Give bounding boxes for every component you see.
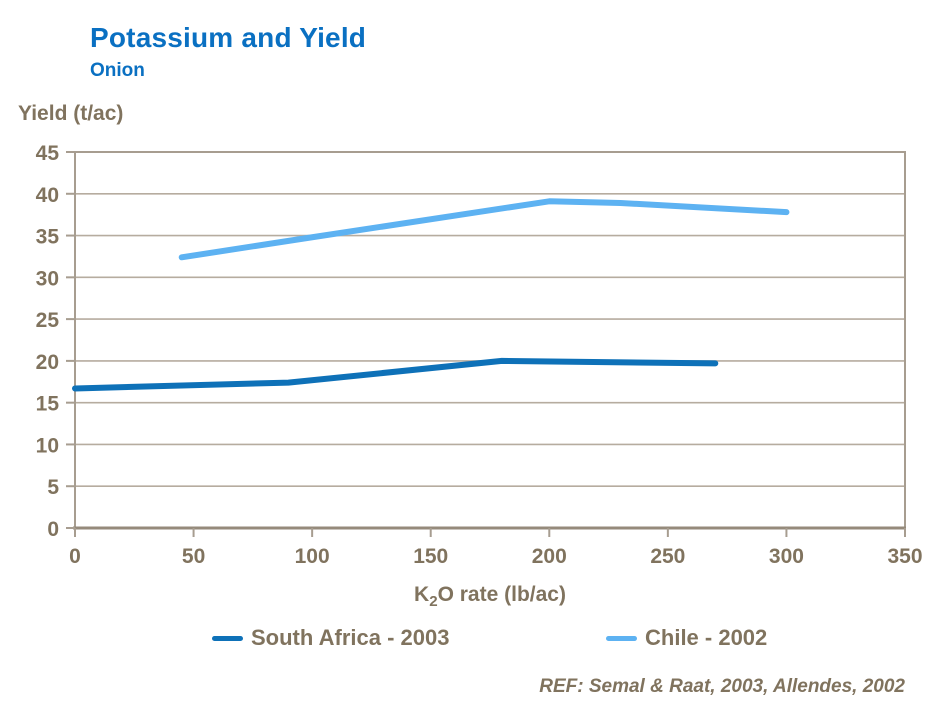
legend-swatch-chile [606, 635, 637, 641]
series-line-0 [72, 357, 719, 392]
x-tick-label: 50 [182, 545, 205, 568]
x-axis-title: K2O rate (lb/ac) [75, 583, 905, 610]
legend-item-south-africa: South Africa - 2003 [212, 625, 450, 650]
y-tick-label: 0 [47, 518, 59, 541]
y-tick-label: 20 [36, 351, 59, 374]
chart-title: Potassium and Yield [90, 22, 367, 53]
reference-note: REF: Semal & Raat, 2003, Allendes, 2002 [539, 676, 905, 697]
x-tick-label: 150 [413, 545, 448, 568]
legend-label-chile: Chile - 2002 [645, 625, 768, 650]
x-tick-label: 0 [69, 545, 81, 568]
x-tick-label: 350 [887, 545, 922, 568]
y-tick-label: 35 [36, 226, 60, 249]
legend-swatch-south-africa [212, 635, 243, 641]
x-tick-label: 300 [769, 545, 804, 568]
y-tick-label: 25 [36, 309, 60, 332]
x-axis-title-prefix: K [414, 583, 430, 606]
x-tick-label: 250 [650, 545, 685, 568]
legend-item-chile: Chile - 2002 [606, 625, 768, 650]
y-tick-label: 40 [36, 184, 59, 207]
chart-subtitle: Onion [90, 60, 145, 81]
y-tick-label: 5 [47, 476, 59, 499]
x-axis-title-subscript: 2 [429, 593, 438, 611]
y-axis-title: Yield (t/ac) [18, 102, 124, 125]
y-tick-label: 10 [36, 434, 59, 457]
x-tick-label: 100 [295, 545, 330, 568]
y-tick-label: 45 [36, 142, 60, 165]
y-tick-label: 30 [36, 267, 59, 290]
y-tick-label: 15 [36, 393, 60, 416]
series-line-1 [178, 198, 790, 261]
x-axis-title-suffix: O rate (lb/ac) [437, 583, 566, 606]
legend-label-south-africa: South Africa - 2003 [251, 625, 450, 650]
x-tick-label: 200 [532, 545, 567, 568]
